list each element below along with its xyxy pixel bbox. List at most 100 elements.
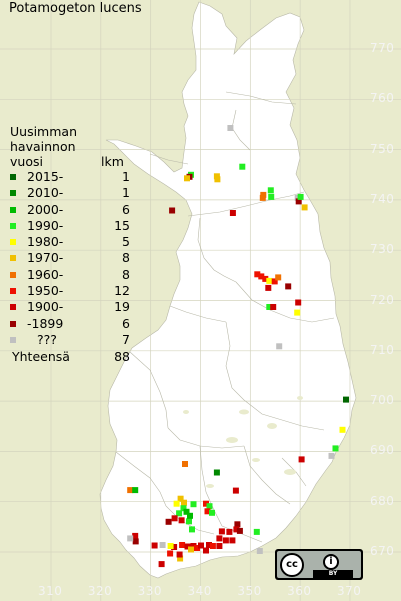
observation-marker <box>167 543 174 549</box>
observation-marker <box>343 396 349 403</box>
y-tick-label: 700 <box>370 393 395 408</box>
observation-marker <box>259 194 266 201</box>
observation-marker <box>213 469 220 476</box>
legend-swatch <box>10 174 16 180</box>
legend-row-label: 1900- <box>27 299 64 315</box>
observation-marker <box>258 273 265 280</box>
observation-marker <box>294 309 301 316</box>
observation-marker <box>151 542 158 549</box>
observation-marker <box>132 487 139 494</box>
legend-swatch <box>10 320 16 327</box>
cc-by-license-badge[interactable]: cc i BY <box>275 549 363 580</box>
legend-row-label: 2000- <box>27 201 64 217</box>
observation-marker <box>332 445 339 452</box>
legend-total-count: 88 <box>114 349 130 365</box>
observation-marker <box>236 527 243 534</box>
legend-header-line-1: Uusimman <box>10 124 77 139</box>
y-tick-label: 770 <box>370 41 395 55</box>
observation-marker <box>181 499 187 506</box>
person-icon: i <box>323 554 339 570</box>
legend-row: 1960- 8 <box>10 266 130 283</box>
observation-marker <box>265 284 272 291</box>
observation-marker <box>328 452 335 459</box>
legend-header-year: vuosi <box>10 154 43 169</box>
legend-header-count: lkm <box>101 154 124 169</box>
observation-marker <box>178 517 185 524</box>
observation-marker <box>186 518 192 525</box>
legend-total-row: Yhteensä 88 <box>10 349 130 365</box>
y-tick-label: 740 <box>370 191 395 206</box>
observation-marker <box>184 543 191 550</box>
observation-marker <box>204 508 211 515</box>
legend-row-count: 19 <box>114 299 130 315</box>
cc-icon: cc <box>280 553 304 577</box>
legend-swatch <box>10 288 16 295</box>
legend-total-label: Yhteensä <box>12 349 70 365</box>
observation-marker <box>179 542 186 548</box>
legend-row-label: 1960- <box>27 266 64 282</box>
legend-swatch <box>10 255 16 262</box>
legend-swatch <box>10 239 16 246</box>
observation-marker <box>206 503 213 510</box>
legend-swatch <box>10 304 16 311</box>
observation-marker <box>158 561 165 568</box>
legend-row: 2010- 1 <box>10 185 130 201</box>
y-tick-label: 710 <box>370 342 395 357</box>
observation-marker <box>253 528 260 535</box>
legend-swatch <box>10 222 16 229</box>
observation-marker <box>198 542 204 549</box>
legend-row-count: 6 <box>122 201 130 217</box>
observation-marker <box>182 461 188 467</box>
x-tick-label: 350 <box>237 584 262 598</box>
observation-marker <box>218 528 225 535</box>
legend-row: 1900- 19 <box>10 299 130 315</box>
legend-row: 2000- 6 <box>10 201 130 218</box>
x-tick-label: 330 <box>137 584 163 598</box>
observation-marker <box>171 544 178 550</box>
observation-marker <box>190 501 197 508</box>
map-title: Potamogeton lucens <box>9 1 142 16</box>
observation-marker <box>285 283 292 290</box>
legend-swatch <box>10 336 16 343</box>
observation-marker <box>209 543 216 549</box>
observation-marker <box>239 163 246 170</box>
legend-row: 1950- 12 <box>10 283 130 299</box>
observation-marker <box>183 508 190 515</box>
legend-row-count: 1 <box>122 169 130 184</box>
observation-marker <box>214 176 221 183</box>
y-tick-label: 670 <box>370 544 395 558</box>
legend-row: -1899 6 <box>10 316 130 332</box>
legend-row: 1980- 5 <box>10 234 130 250</box>
observation-marker <box>159 542 166 548</box>
observation-marker <box>177 555 184 562</box>
finland-land <box>99 1 357 579</box>
observation-marker <box>176 510 183 517</box>
observation-marker <box>188 546 194 553</box>
y-tick-label: 760 <box>370 91 395 106</box>
observation-marker <box>167 550 174 557</box>
x-tick-label: 360 <box>287 584 312 598</box>
observation-marker <box>271 278 278 285</box>
observation-marker <box>132 538 139 545</box>
legend-row: 1990- 15 <box>10 217 130 234</box>
license-badge-inner: cc i BY <box>277 551 361 578</box>
legend-row-label: 1990- <box>27 217 64 233</box>
observation-marker <box>266 277 273 284</box>
observation-marker <box>176 551 183 558</box>
y-tick-label: 680 <box>370 493 395 508</box>
legend-row-count: 15 <box>114 217 130 233</box>
legend-row-count: 8 <box>122 250 130 266</box>
legend-header-row: vuosi lkm <box>10 154 124 169</box>
x-tick-label: 370 <box>336 584 362 598</box>
legend-row-count: 5 <box>122 234 130 250</box>
observation-marker <box>222 537 229 544</box>
observation-marker <box>216 543 223 549</box>
observation-marker <box>339 426 346 433</box>
observation-marker <box>297 193 304 200</box>
observation-marker <box>194 545 200 551</box>
legend-row-count: 8 <box>122 266 130 282</box>
region-borders <box>115 91 335 543</box>
lakes <box>183 396 303 488</box>
